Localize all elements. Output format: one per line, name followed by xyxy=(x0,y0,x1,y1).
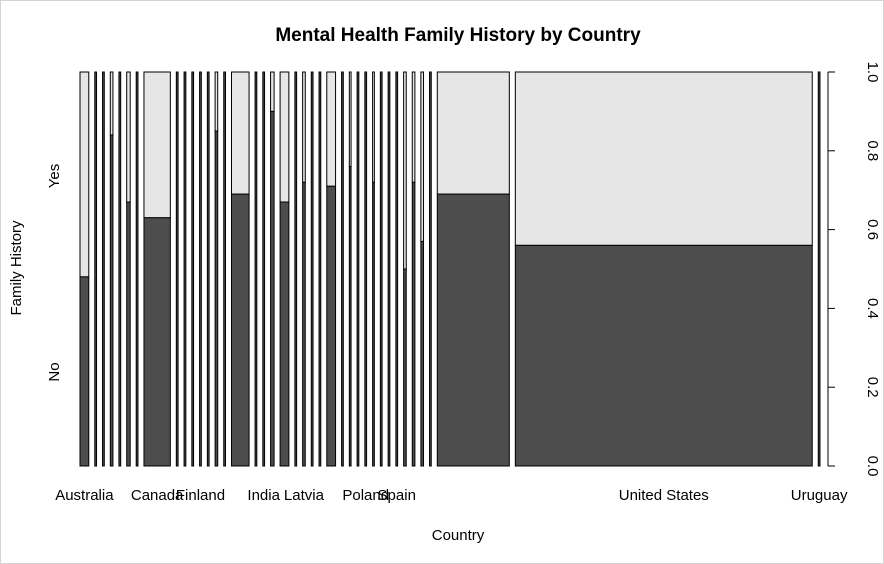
mosaic-cell-yes xyxy=(79,71,90,278)
x-tick-label: Spain xyxy=(378,487,416,504)
right-axis-tick-label: 0.6 xyxy=(864,219,881,240)
mosaic-cell-yes xyxy=(403,71,407,270)
mosaic-cell-yes xyxy=(420,71,425,242)
mosaic-cell-no xyxy=(817,71,821,467)
mosaic-cell-no xyxy=(514,244,813,467)
mosaic-cell-no xyxy=(348,166,352,467)
mosaic-cell-yes xyxy=(372,71,375,183)
x-tick-label: Latvia xyxy=(284,487,325,504)
mosaic-cell-no xyxy=(302,181,306,467)
mosaic-cell-no xyxy=(199,71,202,467)
mosaic-cell-no xyxy=(411,181,416,467)
mosaic-cell-yes xyxy=(126,71,131,203)
mosaic-cell-no xyxy=(356,71,360,467)
right-y-axis: 0.0 0.2 0.4 0.6 0.8 1.0 xyxy=(827,62,881,477)
mosaic-cell-no xyxy=(326,185,337,467)
mosaic-cell-no xyxy=(109,134,114,467)
mosaic-cell-no xyxy=(262,71,266,467)
mosaic-cell-no xyxy=(126,201,131,467)
mosaic-cell-yes xyxy=(411,71,416,183)
mosaic-cell-no xyxy=(118,71,122,467)
mosaic-cell-no xyxy=(214,130,219,467)
mosaic-cell-no xyxy=(191,71,195,467)
mosaic-cell-no xyxy=(429,71,432,467)
mosaic-cell-yes xyxy=(230,71,250,195)
y-category-label: Yes xyxy=(46,164,63,188)
mosaic-cell-no xyxy=(206,71,210,467)
mosaic-cell-no xyxy=(254,71,258,467)
mosaic-cell-yes xyxy=(109,71,114,136)
mosaic-cell-yes xyxy=(436,71,510,195)
mosaic-cell-yes xyxy=(143,71,171,219)
mosaic-cell-no xyxy=(79,276,90,467)
mosaic-cell-no xyxy=(94,71,98,467)
mosaic-cell-no xyxy=(436,193,510,467)
mosaic-cell-no xyxy=(318,71,322,467)
mosaic-cell-no xyxy=(403,268,407,467)
mosaic-cell-no xyxy=(135,71,139,467)
mosaic-cell-no xyxy=(270,110,275,467)
mosaic-cell-yes xyxy=(514,71,813,246)
mosaic-cell-yes xyxy=(326,71,337,187)
mosaic-cell-no xyxy=(294,71,298,467)
mosaic-cell-no xyxy=(183,71,187,467)
left-y-axis: No Yes xyxy=(46,164,63,382)
chart-title: Mental Health Family History by Country xyxy=(275,25,641,46)
mosaic-cell-no xyxy=(395,71,399,467)
x-tick-label: Poland xyxy=(342,487,389,504)
mosaic-cell-no xyxy=(279,201,290,467)
mosaic-cell-no xyxy=(143,217,171,467)
mosaic-cell-no xyxy=(223,71,226,467)
x-tick-label: Finland xyxy=(176,487,225,504)
mosaic-cell-yes xyxy=(302,71,306,183)
right-axis-tick-label: 0.8 xyxy=(864,140,881,161)
mosaic-cell-no xyxy=(230,193,250,467)
x-tick-label: Australia xyxy=(55,487,114,504)
mosaic-cell-no xyxy=(420,240,425,467)
mosaic-cell-yes xyxy=(279,71,290,203)
mosaic-cell-yes xyxy=(348,71,352,168)
right-axis-tick-label: 0.0 xyxy=(864,456,881,477)
mosaic-bars xyxy=(79,71,821,467)
y-category-label: No xyxy=(46,362,63,381)
x-tick-label: Uruguay xyxy=(791,487,848,504)
mosaic-cell-no xyxy=(175,71,179,467)
mosaic-cell-no xyxy=(387,71,391,467)
right-axis-tick-label: 1.0 xyxy=(864,62,881,83)
mosaic-cell-no xyxy=(341,71,344,467)
right-axis-tick-label: 0.2 xyxy=(864,377,881,398)
mosaic-cell-no xyxy=(379,71,383,467)
mosaic-cell-no xyxy=(364,71,368,467)
mosaic-cell-no xyxy=(102,71,105,467)
x-tick-label: Canada xyxy=(131,487,184,504)
y-axis-title: Family History xyxy=(8,220,25,316)
x-tick-label: India xyxy=(247,487,280,504)
mosaic-cell-no xyxy=(310,71,314,467)
mosaic-cell-yes xyxy=(214,71,219,132)
mosaic-cell-no xyxy=(372,181,375,467)
right-axis-tick-label: 0.4 xyxy=(864,298,881,319)
x-tick-label: United States xyxy=(619,487,709,504)
mosaic-cell-yes xyxy=(270,71,275,112)
x-axis-title: Country xyxy=(432,527,485,544)
